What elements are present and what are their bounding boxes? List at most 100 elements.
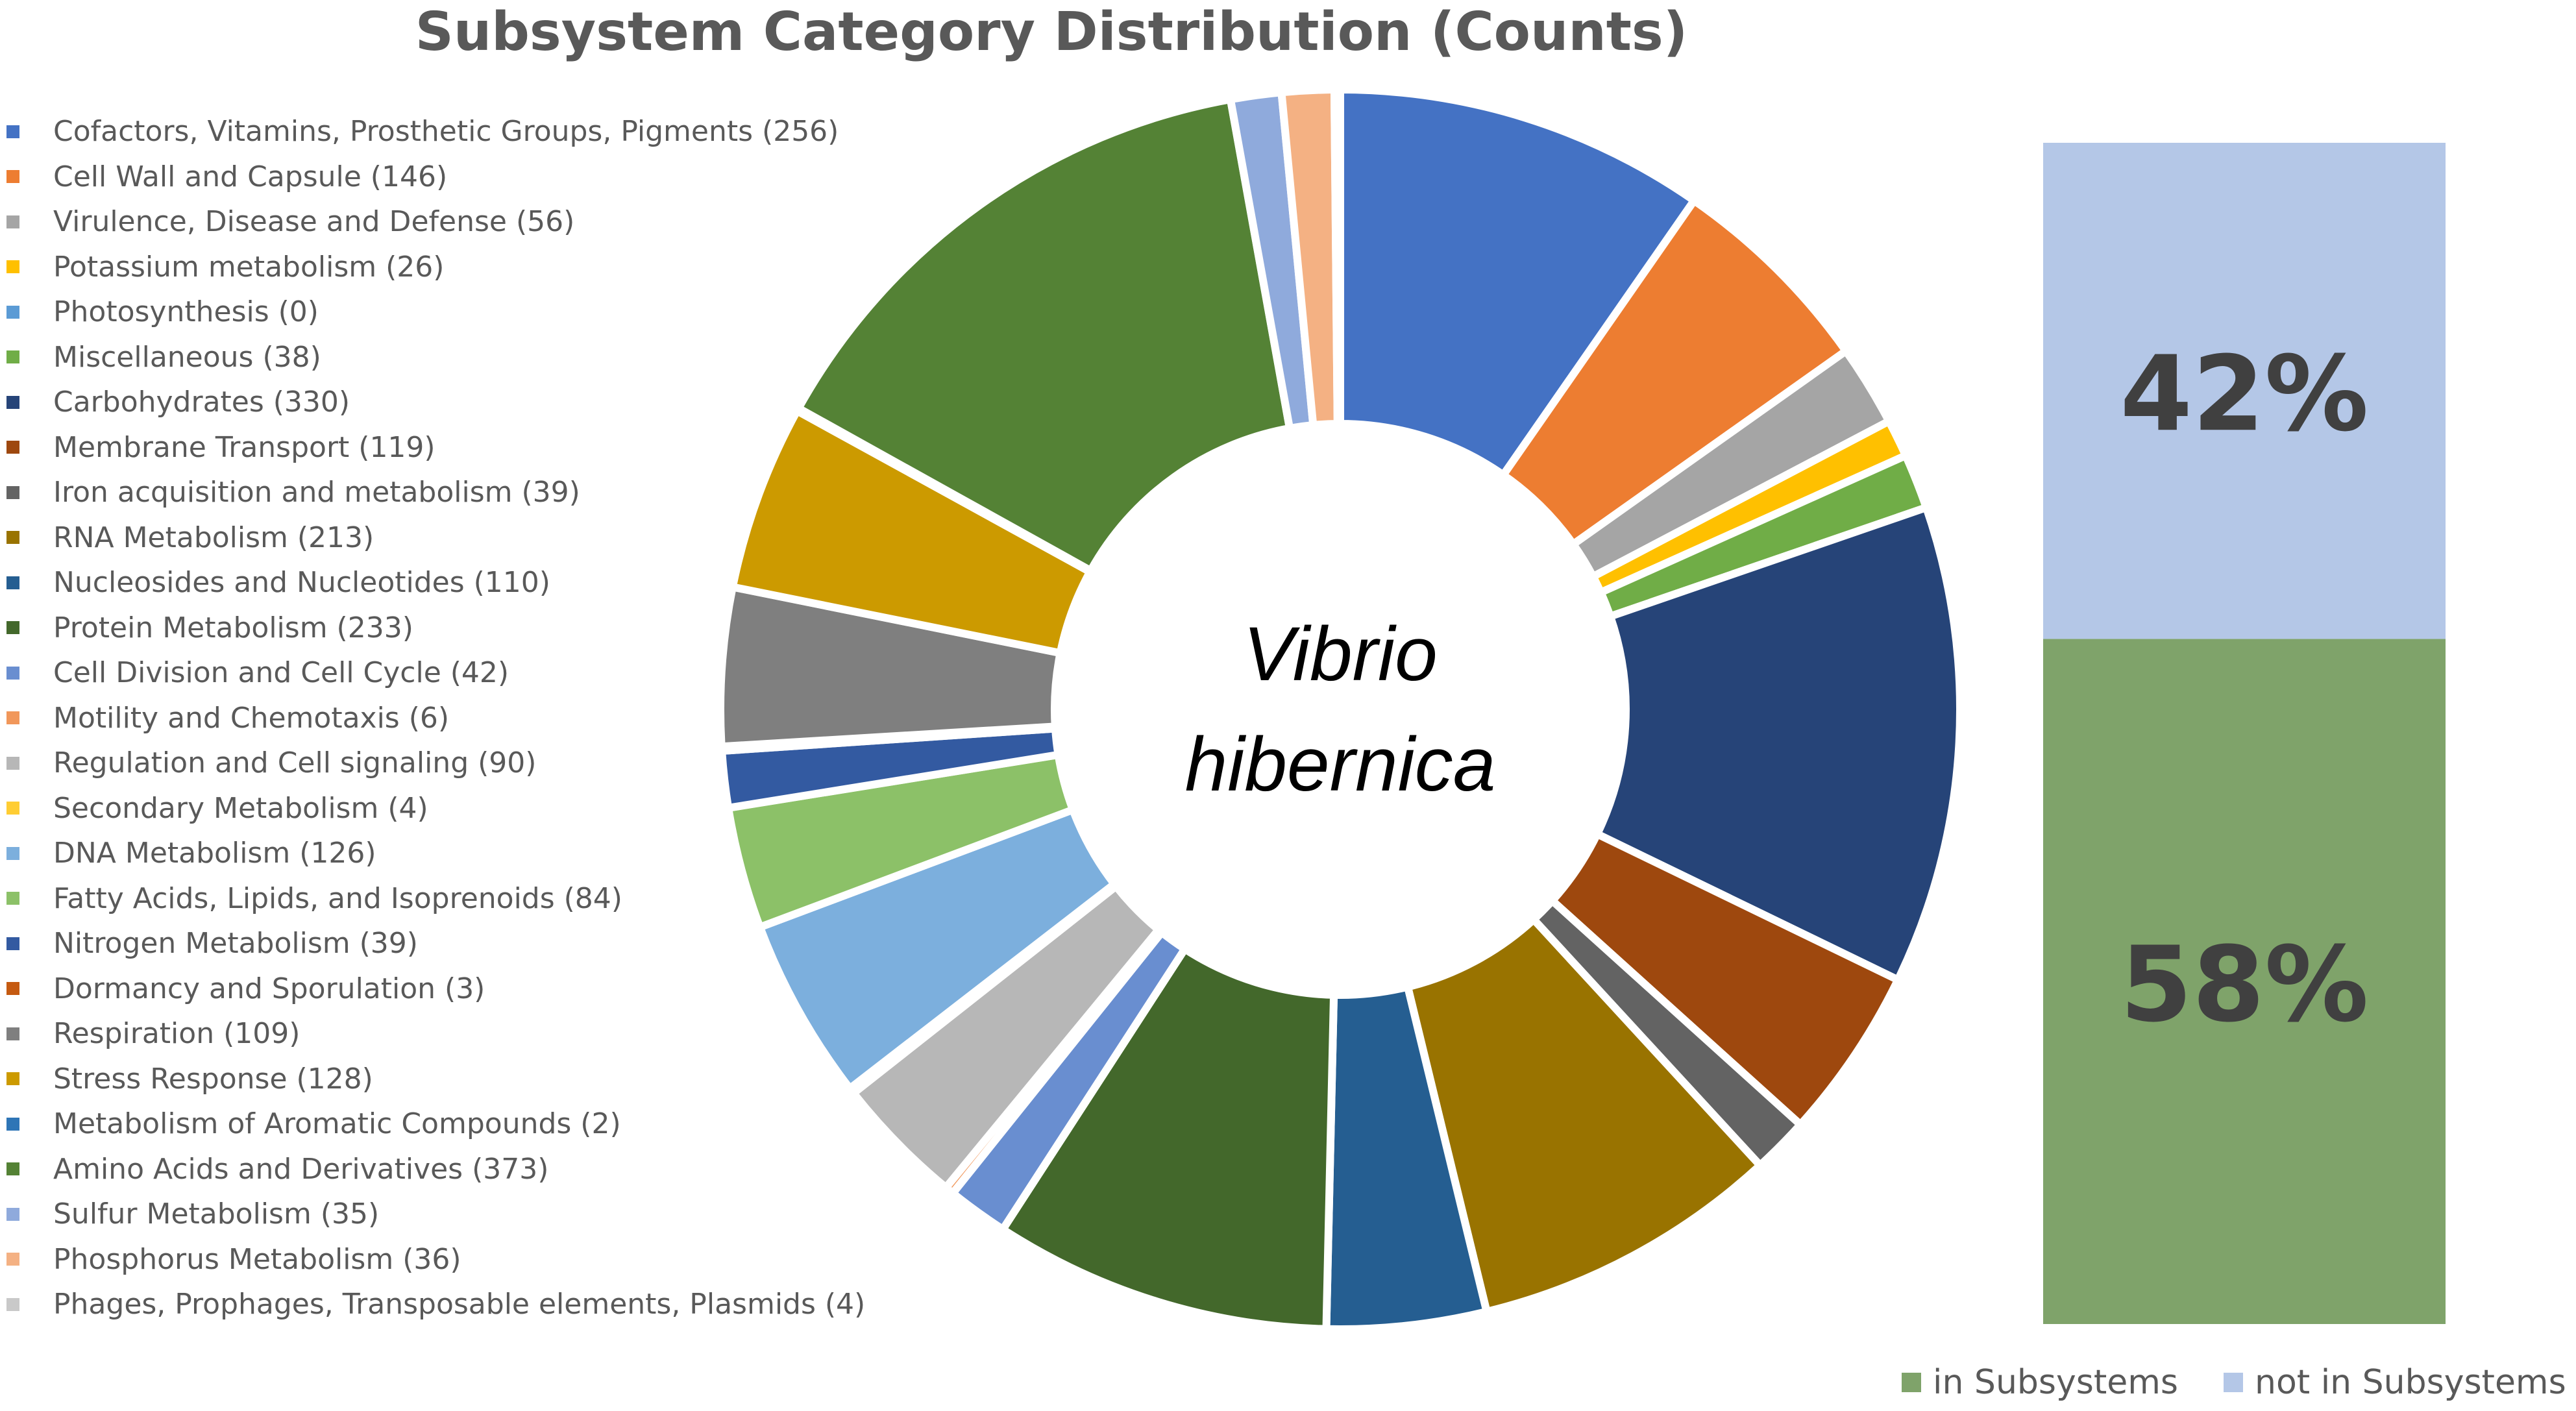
donut-slice-amino-acids-and-derivatives: [793, 95, 1295, 576]
legend-label: Carbohydrates (330): [53, 386, 350, 419]
legend-swatch: [6, 1162, 19, 1176]
legend-swatch: [6, 441, 19, 454]
donut-center-label-genus: Vibrio: [1243, 611, 1438, 697]
legend-label: Phages, Prophages, Transposable elements…: [53, 1288, 866, 1321]
donut-center-label-species: hibernica: [1185, 722, 1496, 807]
legend-swatch: [6, 1117, 19, 1131]
donut-slice-rna-metabolism: [1403, 914, 1766, 1317]
legend-label: Phosphorus Metabolism (36): [53, 1242, 461, 1276]
legend-item-stress-response: Stress Response (128): [6, 1057, 865, 1102]
donut-slice-cofactors-vitamins-prosthetic-groups-pigments: [1336, 85, 1700, 481]
legend-swatch: [6, 1297, 19, 1311]
legend-label: Cofactors, Vitamins, Prosthetic Groups, …: [53, 115, 839, 149]
legend-swatch: [6, 666, 19, 680]
legend-swatch: [6, 485, 19, 499]
legend-swatch: [6, 350, 19, 364]
legend-label: RNA Metabolism (213): [53, 521, 374, 554]
legend-swatch: [6, 937, 19, 950]
legend-label: Potassium metabolism (26): [53, 250, 445, 284]
legend-label: DNA Metabolism (126): [53, 837, 376, 870]
legend-label: Nitrogen Metabolism (39): [53, 927, 418, 961]
legend-label: Membrane Transport (119): [53, 430, 435, 464]
bar-segment-in-subsystems: [2043, 639, 2446, 1324]
legend-item-cell-wall-and-capsule: Cell Wall and Capsule (146): [6, 154, 865, 200]
legend-swatch: [6, 756, 19, 770]
legend-item-motility-and-chemotaxis: Motility and Chemotaxis (6): [6, 696, 865, 741]
legend-item-nucleosides-and-nucleotides: Nucleosides and Nucleotides (110): [6, 560, 865, 606]
legend-item-dormancy-and-sporulation: Dormancy and Sporulation (3): [6, 966, 865, 1012]
legend-swatch: [6, 260, 19, 274]
legend-swatch: [6, 531, 19, 545]
legend-swatch: [6, 576, 19, 589]
legend-item-fatty-acids-lipids-and-isoprenoids: Fatty Acids, Lipids, and Isoprenoids (84…: [6, 876, 865, 922]
bar-legend-label: not in Subsystems: [2255, 1363, 2566, 1402]
legend-label: Nucleosides and Nucleotides (110): [53, 566, 550, 600]
legend-label: Cell Wall and Capsule (146): [53, 160, 448, 193]
legend-label: Sulfur Metabolism (35): [53, 1197, 380, 1231]
donut-chart: Vibrio hibernica: [720, 85, 1964, 1333]
legend-swatch: [6, 982, 19, 996]
legend-swatch: [6, 711, 19, 725]
legend-label: Regulation and Cell signaling (90): [53, 746, 537, 780]
legend-swatch: [6, 892, 19, 905]
bar-data-label-in-subsystems: 58%: [2120, 924, 2369, 1045]
legend-swatch: [6, 305, 19, 319]
bar-segment-not-in-subsystems: [2043, 143, 2446, 639]
legend-label: Iron acquisition and metabolism (39): [53, 476, 580, 509]
legend-item-photosynthesis: Photosynthesis (0): [6, 289, 865, 335]
bar-legend: in Subsystems not in Subsystems: [1902, 1363, 2576, 1402]
legend-label: Photosynthesis (0): [53, 295, 319, 329]
legend-label: Secondary Metabolism (4): [53, 791, 428, 825]
legend-item-iron-acquisition-and-metabolism: Iron acquisition and metabolism (39): [6, 470, 865, 515]
legend-label: Fatty Acids, Lipids, and Isoprenoids (84…: [53, 881, 622, 915]
legend-item-potassium-metabolism: Potassium metabolism (26): [6, 245, 865, 290]
legend-label: Amino Acids and Derivatives (373): [53, 1152, 549, 1186]
legend-label: Dormancy and Sporulation (3): [53, 972, 485, 1005]
legend-item-amino-acids-and-derivatives: Amino Acids and Derivatives (373): [6, 1147, 865, 1192]
donut-slice-protein-metabolism: [997, 943, 1338, 1333]
legend-label: Stress Response (128): [53, 1062, 373, 1096]
legend-swatch: [6, 846, 19, 860]
legend-item-protein-metabolism: Protein Metabolism (233): [6, 606, 865, 651]
bar-legend-item-in-subsystems: in Subsystems: [1902, 1363, 2178, 1402]
legend-item-membrane-transport: Membrane Transport (119): [6, 425, 865, 471]
bar-legend-label: in Subsystems: [1933, 1363, 2178, 1402]
donut-slice-phages-prophages-transposable-elements-plasmids: [1330, 85, 1344, 428]
legend-item-regulation-and-cell-signaling: Regulation and Cell signaling (90): [6, 741, 865, 786]
legend-swatch: [6, 621, 19, 635]
donut-slice-carbohydrates: [1591, 502, 1964, 985]
legend-item-sulfur-metabolism: Sulfur Metabolism (35): [6, 1192, 865, 1237]
legend-item-secondary-metabolism: Secondary Metabolism (4): [6, 786, 865, 831]
legend-swatch: [6, 802, 19, 815]
legend-item-dna-metabolism: DNA Metabolism (126): [6, 831, 865, 876]
legend-item-respiration: Respiration (109): [6, 1011, 865, 1057]
legend-label: Motility and Chemotaxis (6): [53, 701, 450, 735]
bar-legend-item-not-in-subsystems: not in Subsystems: [2224, 1363, 2566, 1402]
legend-label: Protein Metabolism (233): [53, 611, 413, 644]
legend-swatch: [6, 170, 19, 184]
legend-label: Metabolism of Aromatic Compounds (2): [53, 1107, 621, 1141]
legend-swatch: [6, 1207, 19, 1221]
bar-data-label-not-in-subsystems: 42%: [2120, 333, 2369, 454]
legend-item-cofactors-vitamins-prosthetic-groups-pigments: Cofactors, Vitamins, Prosthetic Groups, …: [6, 109, 865, 154]
legend-swatch: [6, 1253, 19, 1266]
chart-title: Subsystem Category Distribution (Counts): [415, 1, 1688, 63]
legend-item-rna-metabolism: RNA Metabolism (213): [6, 515, 865, 561]
legend-item-virulence-disease-and-defense: Virulence, Disease and Defense (56): [6, 199, 865, 245]
legend-swatch: [6, 1072, 19, 1086]
legend-swatch: [6, 395, 19, 409]
legend-label: Cell Division and Cell Cycle (42): [53, 656, 509, 690]
legend-label: Miscellaneous (38): [53, 340, 321, 374]
bar-legend-swatch: [2224, 1373, 2243, 1392]
legend-item-phages-prophages-transposable-elements-plasmids: Phages, Prophages, Transposable elements…: [6, 1282, 865, 1327]
donut-legend: Cofactors, Vitamins, Prosthetic Groups, …: [6, 109, 865, 1327]
legend-swatch: [6, 125, 19, 138]
legend-item-metabolism-of-aromatic-compounds: Metabolism of Aromatic Compounds (2): [6, 1101, 865, 1147]
legend-swatch: [6, 215, 19, 228]
legend-item-phosphorus-metabolism: Phosphorus Metabolism (36): [6, 1237, 865, 1282]
legend-item-miscellaneous: Miscellaneous (38): [6, 335, 865, 380]
legend-item-carbohydrates: Carbohydrates (330): [6, 380, 865, 425]
legend-item-nitrogen-metabolism: Nitrogen Metabolism (39): [6, 921, 865, 966]
legend-label: Respiration (109): [53, 1017, 301, 1051]
